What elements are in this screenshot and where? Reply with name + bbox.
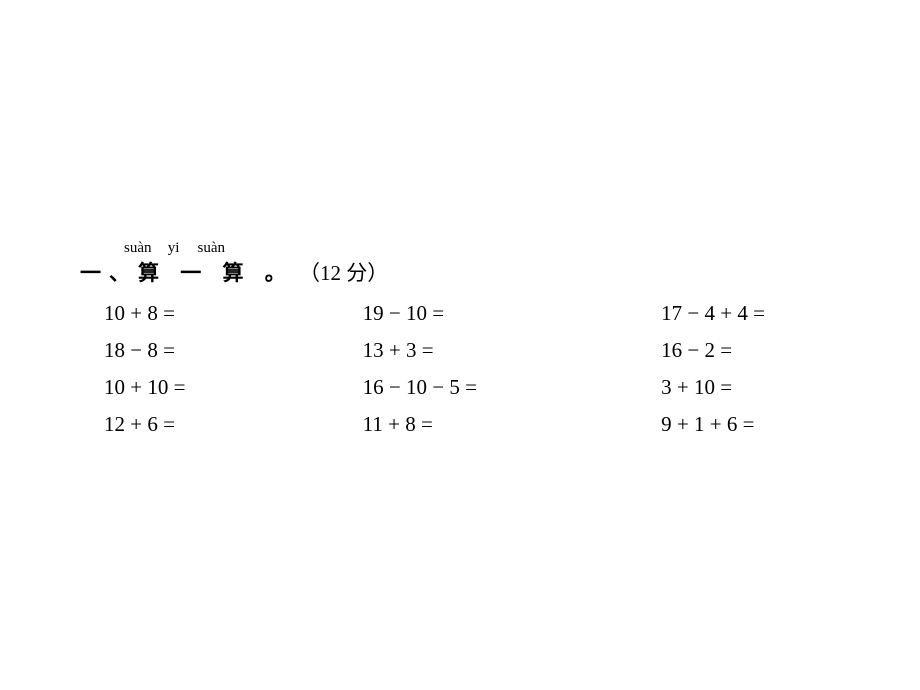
problem-row: 10 + 10 = 16 − 10 − 5 = 3 + 10 = [104,375,880,400]
problem-cell: 17 − 4 + 4 = [661,301,880,326]
problem-cell: 16 − 2 = [661,338,880,363]
section-heading-block: suàn yi suàn 一、算 一 算 。 （12 分） [80,240,880,287]
paren-open: （ [299,261,320,285]
section-heading: 一、算 一 算 。 （12 分） [80,257,880,287]
score-value: 12 [320,261,341,285]
pinyin-syllable: suàn [198,240,226,257]
content-area: suàn yi suàn 一、算 一 算 。 （12 分） 10 + 8 = 1… [80,240,880,449]
problem-cell: 11 + 8 = [363,412,661,437]
problem-cell: 10 + 8 = [104,301,363,326]
score-unit: 分 [341,261,367,285]
problems-grid: 10 + 8 = 19 − 10 = 17 − 4 + 4 = 18 − 8 =… [104,301,880,437]
problem-cell: 3 + 10 = [661,375,880,400]
heading-number: 一、 [80,261,138,285]
heading-chars: 算 一 算 。 [138,261,294,285]
problem-cell: 16 − 10 − 5 = [363,375,661,400]
problem-row: 10 + 8 = 19 − 10 = 17 − 4 + 4 = [104,301,880,326]
problem-cell: 19 − 10 = [363,301,661,326]
problem-row: 12 + 6 = 11 + 8 = 9 + 1 + 6 = [104,412,880,437]
pinyin-syllable: suàn [124,240,164,257]
heading-pinyin: suàn yi suàn [124,240,880,257]
heading-score: （12 分） [299,261,388,285]
pinyin-syllable: yi [168,240,194,257]
problem-cell: 13 + 3 = [363,338,661,363]
problem-cell: 18 − 8 = [104,338,363,363]
problem-row: 18 − 8 = 13 + 3 = 16 − 2 = [104,338,880,363]
problem-cell: 12 + 6 = [104,412,363,437]
paren-close: ） [367,261,388,285]
problem-cell: 10 + 10 = [104,375,363,400]
problem-cell: 9 + 1 + 6 = [661,412,880,437]
page: suàn yi suàn 一、算 一 算 。 （12 分） 10 + 8 = 1… [0,0,920,690]
